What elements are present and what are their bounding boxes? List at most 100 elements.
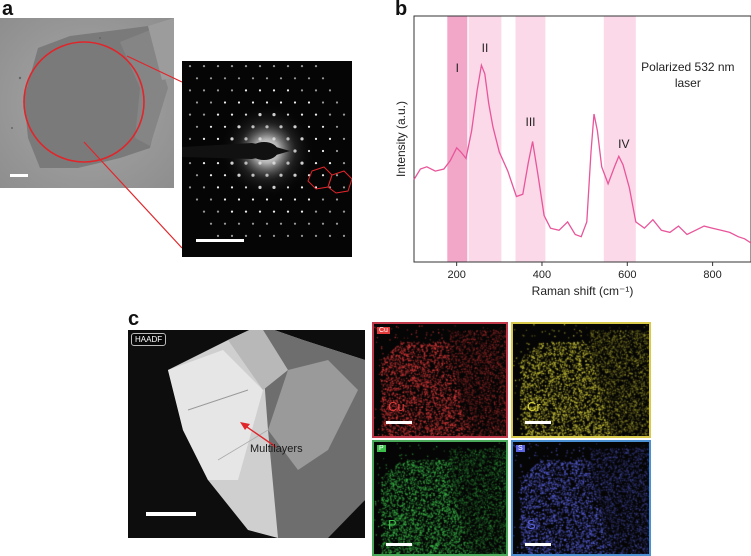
diffraction-spot	[286, 65, 290, 68]
x-tick-label: 200	[447, 269, 465, 281]
diffraction-spot	[307, 222, 311, 225]
diffraction-spot	[328, 113, 332, 116]
diffraction-spot	[230, 65, 234, 68]
diffraction-spot	[195, 198, 199, 201]
diffraction-spot	[209, 101, 213, 104]
diffraction-spot	[188, 89, 192, 92]
diffraction-spot	[216, 89, 220, 92]
diffraction-spot	[244, 210, 248, 213]
diffraction-spot	[314, 210, 318, 213]
laser-annotation: Polarized 532 nm laser	[641, 60, 734, 90]
diffraction-spot	[335, 101, 339, 104]
diffraction-spot	[209, 222, 213, 225]
eds-map-cr-label: Cr	[527, 399, 541, 414]
diffraction-spot	[258, 89, 262, 92]
diffraction-spot	[328, 210, 332, 213]
diffraction-spot	[237, 222, 241, 225]
band-iv-region	[603, 16, 636, 262]
diffraction-spot	[216, 234, 220, 237]
eds-map-p-tag: P	[377, 445, 386, 452]
diffraction-spot	[265, 222, 269, 225]
diffraction-spot	[314, 113, 318, 116]
haadf-image: HAADF Multilayers	[128, 330, 365, 538]
raman-chart: I II III IV 200 400 600 800 Raman shift (cm⁻¹)…	[394, 14, 751, 308]
diffraction-spot	[237, 198, 241, 201]
eds-map-s: S S	[511, 440, 651, 556]
diffraction-spot	[202, 162, 206, 165]
eds-map-cu-label: Cu	[388, 399, 405, 414]
diffraction-spot	[300, 234, 304, 237]
zoom-lines	[83, 55, 183, 249]
diffraction-spot	[279, 198, 283, 201]
diffraction-spot	[188, 65, 192, 68]
diffraction-spot	[209, 174, 213, 177]
diffraction-spot	[321, 222, 325, 225]
diffraction-spot	[286, 89, 290, 92]
diffraction-spot	[321, 77, 325, 80]
multilayers-label: Multilayers	[250, 443, 303, 455]
band-label-i: I	[456, 61, 459, 75]
haadf-tag: HAADF	[131, 333, 167, 346]
diffraction-spot	[202, 137, 206, 140]
diffraction-spot	[293, 198, 297, 201]
diffraction-spot	[202, 210, 206, 213]
diffraction-spot	[251, 222, 255, 225]
band-label-ii: II	[482, 41, 489, 55]
band-label-iii: III	[525, 115, 535, 129]
diffraction-spot	[195, 77, 199, 80]
band-iii-region	[515, 16, 546, 262]
diffraction-spot	[258, 210, 262, 213]
diffraction-spot	[216, 65, 220, 68]
diffraction-spot	[321, 174, 325, 177]
eds-map-cu: Cu Cu	[372, 322, 508, 438]
diffraction-spot	[230, 210, 234, 213]
diffraction-spot	[237, 101, 241, 104]
diffraction-spot	[307, 198, 311, 201]
diffraction-spot	[202, 113, 206, 116]
diffraction-spot	[244, 65, 248, 68]
diffraction-spot	[216, 113, 220, 116]
diffraction-spot	[188, 113, 192, 116]
diffraction-spot	[272, 234, 276, 237]
diffraction-spot	[342, 113, 346, 116]
diffraction-spot	[328, 89, 332, 92]
eds-map-cu-canvas	[374, 324, 506, 436]
diffraction-spot	[188, 137, 192, 140]
diffraction-spot	[293, 77, 297, 80]
diffraction-spot	[328, 234, 332, 237]
diffraction-spot	[328, 137, 332, 140]
diffraction-spot	[188, 162, 192, 165]
diffraction-spot	[342, 210, 346, 213]
diffraction-spot	[202, 89, 206, 92]
haadf-image-graphic	[128, 330, 365, 538]
diffraction-spot	[321, 101, 325, 104]
x-tick-label: 800	[703, 269, 721, 281]
diffraction-spot	[342, 186, 346, 189]
diffraction-spot	[258, 65, 262, 68]
diffraction-spot	[314, 234, 318, 237]
eds-map-p-label: P	[388, 517, 397, 532]
panel-b-letter: b	[395, 0, 408, 20]
diffraction-spot	[293, 222, 297, 225]
diffraction-spot	[251, 101, 255, 104]
diffraction-spot	[293, 101, 297, 104]
diffraction-spot	[230, 89, 234, 92]
diffraction-spot	[195, 174, 199, 177]
diffraction-spot	[209, 125, 213, 128]
eds-map-p-canvas	[374, 442, 506, 554]
diffraction-spot	[223, 222, 227, 225]
eds-map-cr-scalebar	[525, 421, 551, 424]
diffraction-spot	[300, 186, 304, 189]
x-axis-label: Raman shift (cm⁻¹)	[532, 284, 634, 298]
saed-pattern-graphic	[182, 61, 352, 257]
diffraction-spot	[314, 162, 318, 165]
diffraction-spot	[321, 198, 325, 201]
band-label-iv: IV	[618, 137, 629, 151]
diffraction-spot	[230, 186, 234, 189]
diffraction-spot	[195, 101, 199, 104]
diffraction-spot	[230, 113, 234, 116]
diffraction-spot	[272, 210, 276, 213]
eds-map-s-scalebar	[525, 543, 551, 546]
diffraction-spot	[328, 162, 332, 165]
